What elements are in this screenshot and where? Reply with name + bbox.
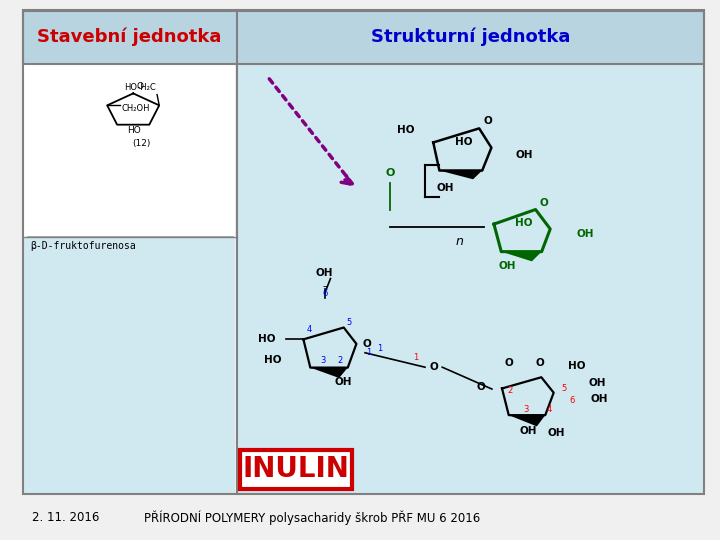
Text: Strukturní jednotka: Strukturní jednotka [371,28,570,46]
Text: O: O [429,362,438,372]
Text: O: O [484,116,492,126]
Text: O: O [505,358,513,368]
Text: HO: HO [127,126,140,134]
Text: OH: OH [588,378,606,388]
Text: 3: 3 [320,356,325,365]
Text: OH: OH [335,377,353,388]
Text: HO: HO [397,125,415,135]
Text: OH: OH [590,394,608,404]
Text: n: n [456,235,463,248]
Polygon shape [439,171,482,179]
Text: OH: OH [520,426,537,436]
Text: O: O [540,198,549,208]
Text: Stavební jednotka: Stavební jednotka [37,28,222,46]
Bar [23,10,704,64]
Text: HO: HO [568,361,585,371]
Text: 2: 2 [508,386,513,395]
Bar [237,65,704,494]
Text: HO: HO [515,218,532,228]
Text: HO: HO [258,334,276,345]
Text: 1: 1 [377,344,382,353]
Text: 5: 5 [347,318,352,327]
Bar [23,10,704,64]
Text: 6: 6 [569,396,575,405]
Text: 4: 4 [307,326,312,334]
Text: 2. 11. 2016: 2. 11. 2016 [32,511,100,524]
Text: CH₂OH: CH₂OH [122,104,150,112]
Text: OH: OH [548,428,565,438]
Text: O: O [137,82,144,91]
Text: PŘÍRODNÍ POLYMERY polysacharidy škrob PŘF MU 6 2016: PŘÍRODNÍ POLYMERY polysacharidy škrob PŘ… [144,511,480,525]
Polygon shape [501,252,541,261]
Text: 3: 3 [523,405,529,414]
Text: 5: 5 [561,384,567,393]
Text: O: O [385,168,395,178]
Text: OH: OH [499,261,516,271]
Text: β-D-fruktofurenosa: β-D-fruktofurenosa [30,241,136,251]
Text: HO: HO [455,137,472,147]
Polygon shape [509,415,545,427]
Text: HO-H₂C: HO-H₂C [124,83,156,92]
Text: 2: 2 [338,356,343,365]
Text: INULIN: INULIN [243,455,350,483]
Text: O: O [362,339,371,349]
Polygon shape [310,368,348,378]
Text: 1: 1 [413,353,418,362]
Bar [23,11,704,494]
Bar [240,450,352,489]
Text: OH: OH [577,229,594,239]
Text: –: – [323,281,327,291]
Text: OH: OH [516,150,534,160]
Text: OH: OH [437,183,454,193]
Text: (12): (12) [132,139,151,148]
Bar [23,237,235,494]
Text: O: O [477,382,485,392]
Bar [23,64,235,237]
Text: OH: OH [316,267,333,278]
Text: 6: 6 [322,289,328,298]
Text: HO: HO [264,355,282,365]
Text: 1: 1 [366,348,372,357]
Text: O: O [535,358,544,368]
Text: 4: 4 [546,405,552,414]
